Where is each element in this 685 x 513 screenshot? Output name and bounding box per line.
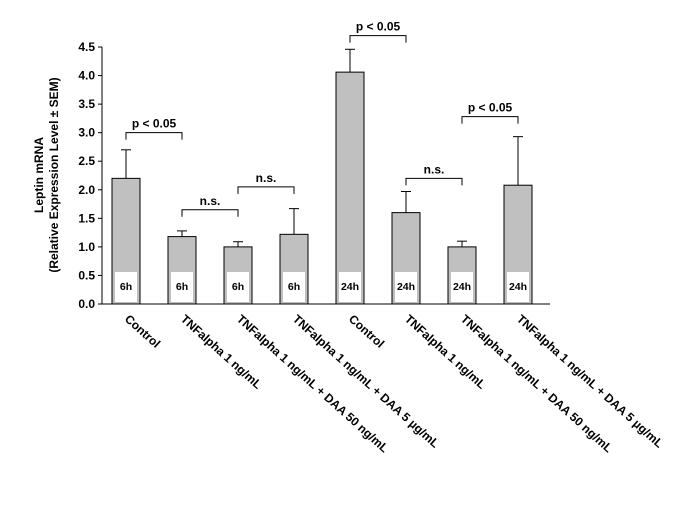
y-tick-label: 0.0 [78, 297, 95, 311]
time-label: 6h [232, 281, 244, 293]
significance-bracket [405, 177, 463, 186]
time-label: 6h [176, 281, 188, 293]
significance-bracket [349, 35, 407, 43]
y-tick-label: 1.5 [78, 211, 95, 225]
y-tick-label: 2.0 [78, 183, 95, 197]
y-tick-label: 4.0 [78, 69, 95, 83]
time-label-box [115, 272, 137, 302]
y-axis-title: Leptin mRNA (Relative Expression Level ±… [32, 77, 61, 272]
time-label-box [339, 272, 361, 302]
y-tick-label: 2.5 [78, 154, 95, 168]
time-label-box [395, 272, 417, 302]
time-label-box [451, 272, 473, 302]
significance-bracket [181, 209, 239, 217]
time-label-box [507, 272, 529, 302]
time-label: 24h [453, 281, 471, 293]
y-tick-label: 1.0 [78, 240, 95, 254]
category-label: Control [122, 312, 163, 351]
time-label-box [283, 272, 305, 302]
y-tick-label: 4.5 [78, 40, 95, 54]
significance-bracket [237, 186, 295, 194]
y-tick-label: 0.5 [78, 268, 95, 282]
time-label: 24h [397, 281, 415, 293]
time-label: 6h [120, 281, 132, 293]
plot-area: 0.0 0.5 1.0 1.5 2.0 2.5 3.0 3.5 4.0 4.5 6h Control 6… [78, 20, 666, 456]
significance-bracket [461, 116, 519, 124]
significance-label: p < 0.05 [356, 20, 401, 34]
time-label: 6h [288, 281, 300, 293]
significance-label: p < 0.05 [468, 101, 513, 115]
y-tick-label: 3.0 [78, 126, 95, 140]
significance-label: p < 0.05 [132, 117, 177, 131]
time-label-box [227, 272, 249, 302]
bar [335, 71, 365, 305]
significance-label: n.s. [424, 162, 445, 176]
significance-bracket [125, 132, 183, 140]
time-label: 24h [341, 281, 359, 293]
category-label: Control [346, 312, 387, 351]
significance-label: n.s. [200, 194, 221, 208]
y-tick-label: 3.5 [78, 97, 95, 111]
time-label-box [171, 272, 193, 302]
y-axis-label-line1: Leptin mRNA [32, 137, 46, 213]
significance-label: n.s. [256, 171, 277, 185]
y-axis-label-line2: (Relative Expression Level ± SEM) [47, 77, 61, 272]
time-label: 24h [509, 281, 527, 293]
